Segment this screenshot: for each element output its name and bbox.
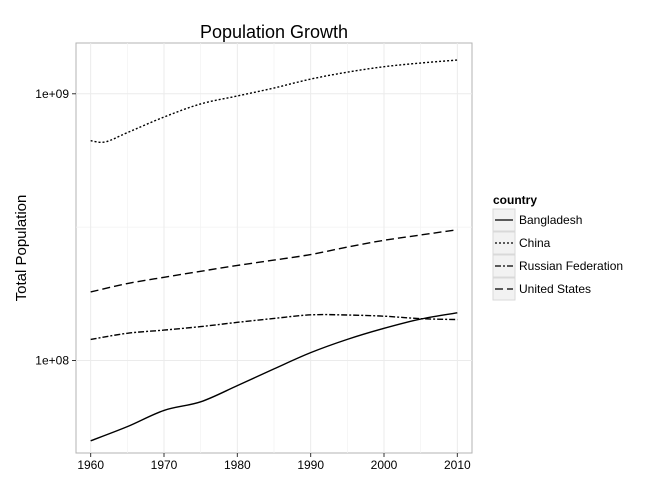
y-axis: 1e+08 1e+09 — [35, 87, 76, 368]
x-tick-label: 1990 — [297, 458, 324, 472]
y-axis-title: Total Population — [13, 195, 30, 302]
series-line-russian-federation — [90, 313, 458, 341]
legend-label: Bangladesh — [519, 213, 582, 227]
x-tick-label: 1970 — [151, 458, 178, 472]
legend-label: China — [519, 236, 551, 250]
x-tick-label: 1960 — [77, 458, 104, 472]
x-tick-label: 2010 — [444, 458, 471, 472]
x-axis: 1960 1970 1980 1990 2000 2010 — [77, 453, 471, 472]
legend-title: country — [493, 193, 537, 207]
legend-label: Russian Federation — [519, 259, 623, 273]
series-lines — [90, 59, 458, 442]
legend-label: United States — [519, 282, 591, 296]
chart-title: Population Growth — [200, 22, 348, 42]
y-tick-label: 1e+09 — [35, 87, 69, 101]
legend: country Bangladesh China Russian Federatio… — [492, 193, 623, 301]
legend-key — [492, 277, 516, 301]
series-line-united-states — [90, 229, 458, 293]
gridlines — [76, 43, 472, 453]
series-line-bangladesh — [90, 312, 458, 442]
x-tick-label: 2000 — [371, 458, 398, 472]
x-tick-label: 1980 — [224, 458, 251, 472]
series-line-china — [90, 59, 458, 144]
y-tick-label: 1e+08 — [35, 354, 69, 368]
